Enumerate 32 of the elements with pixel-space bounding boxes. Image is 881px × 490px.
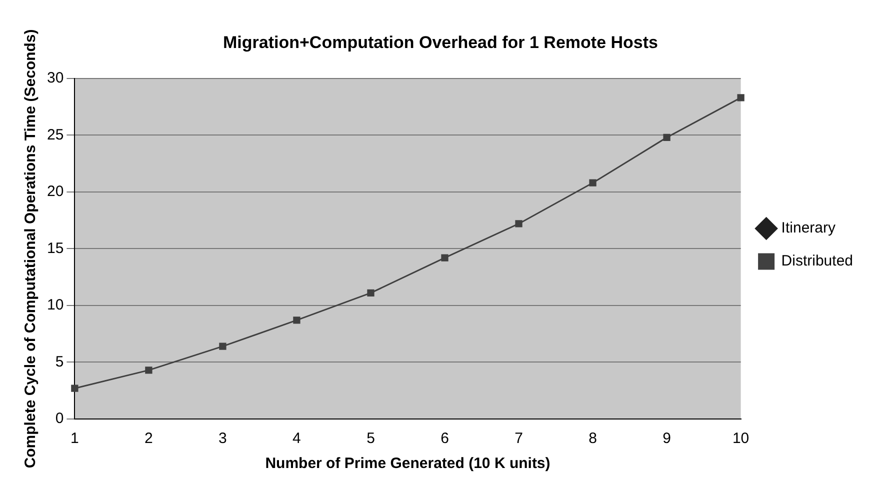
x-tick-label: 6: [440, 430, 449, 448]
legend-label: Itinerary: [781, 220, 836, 237]
x-tick-label: 9: [662, 430, 671, 448]
x-axis-title: Number of Prime Generated (10 K units): [265, 455, 550, 472]
y-tick-label: 30: [46, 70, 64, 87]
point: [293, 316, 300, 324]
point: [145, 366, 152, 374]
point: [737, 94, 744, 102]
chart-title: Migration+Computation Overhead for 1 Remote Hosts: [223, 32, 658, 52]
point: [589, 179, 596, 186]
x-tick-label: 4: [292, 430, 301, 448]
point: [515, 220, 522, 228]
x-tick-label: 3: [218, 430, 227, 448]
legend-label: Distributed: [781, 252, 854, 270]
x-tick-label: 7: [514, 430, 523, 448]
y-tick-label: 10: [46, 296, 64, 314]
point: [441, 254, 448, 262]
y-tick-label: 0: [55, 410, 64, 428]
y-axis-title: Complete Cycle of Computational Operations Time (Seconds): [22, 29, 40, 468]
x-tick-label: 1: [70, 430, 79, 448]
x-tick-label: 8: [588, 430, 597, 448]
point: [219, 342, 226, 350]
y-tick-label: 5: [55, 353, 64, 370]
x-tick-label: 5: [366, 430, 375, 448]
y-tick-label: 20: [46, 183, 64, 200]
x-tick-label: 2: [144, 430, 153, 448]
x-tick-label: 10: [732, 430, 750, 448]
point: [367, 289, 374, 297]
point: [71, 384, 78, 392]
point: [663, 134, 670, 142]
y-tick-label: 25: [46, 126, 64, 144]
y-tick-label: 15: [46, 240, 64, 257]
